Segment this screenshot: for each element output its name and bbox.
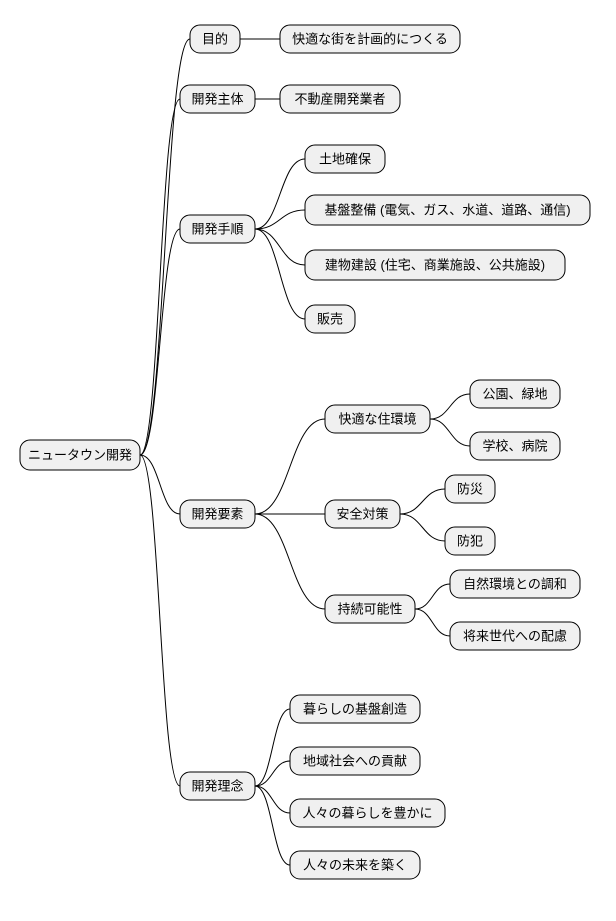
node-phil_1: 暮らしの基盤創造: [290, 695, 420, 723]
node-label: 公園、緑地: [482, 387, 547, 402]
node-label: 開発要素: [191, 507, 243, 522]
node-label: 自然環境との調和: [463, 577, 567, 592]
node-label: 快適な住環境: [338, 412, 416, 427]
node-label: ニュータウン開発: [28, 448, 132, 463]
node-label: 持続可能性: [337, 602, 402, 617]
node-label: 学校、病院: [482, 439, 547, 454]
node-root: ニュータウン開発: [20, 440, 140, 470]
node-label: 目的: [202, 32, 228, 47]
mindmap-diagram: ニュータウン開発 目的 快適な街を計画的につくる開発主体 不動産開発業者開発手順 土地確…: [0, 0, 616, 921]
node-label: 販売: [317, 312, 343, 327]
node-elem_env: 快適な住環境: [325, 405, 430, 433]
edge: [140, 455, 180, 514]
node-elem_safe: 安全対策: [325, 500, 400, 528]
node-label: 開発主体: [191, 92, 243, 107]
node-label: 土地確保: [319, 152, 371, 167]
node-philosophy: 開発理念: [180, 772, 255, 800]
edge: [400, 514, 445, 541]
node-elem_sus: 持続可能性: [325, 595, 415, 623]
edge: [430, 419, 470, 446]
node-env_2: 学校、病院: [470, 432, 560, 460]
edge: [255, 786, 290, 813]
node-label: 基盤整備 (電気、ガス、水道、道路、通信): [324, 203, 570, 218]
node-safe_2: 防犯: [445, 527, 495, 555]
node-env_1: 公園、緑地: [470, 380, 560, 408]
node-purpose: 目的: [190, 25, 240, 53]
edge: [140, 455, 180, 786]
edge: [415, 584, 450, 609]
node-label: 建物建設 (住宅、商業施設、公共施設): [325, 258, 545, 273]
edge: [140, 99, 180, 455]
edge: [430, 394, 470, 419]
node-label: 防災: [457, 482, 483, 497]
node-developer: 開発主体: [180, 85, 255, 113]
node-label: 不動産開発業者: [294, 92, 385, 107]
node-label: 将来世代への配慮: [463, 629, 567, 644]
node-sus_1: 自然環境との調和: [450, 570, 580, 598]
edge: [255, 786, 290, 865]
edge: [255, 514, 325, 609]
edge: [255, 709, 290, 786]
node-label: 開発手順: [191, 222, 243, 237]
edge: [415, 609, 450, 636]
edge: [140, 229, 180, 455]
node-label: 快適な街を計画的につくる: [292, 32, 448, 47]
node-label: 人々の未来を築く: [303, 858, 407, 873]
node-purpose_1: 快適な街を計画的につくる: [280, 25, 460, 53]
edge: [400, 489, 445, 514]
node-phil_4: 人々の未来を築く: [290, 851, 420, 879]
node-label: 地域社会への貢献: [303, 754, 407, 769]
edge: [255, 419, 325, 514]
node-label: 暮らしの基盤創造: [303, 702, 407, 717]
edge: [255, 229, 305, 265]
node-proc_2: 基盤整備 (電気、ガス、水道、道路、通信): [305, 195, 590, 225]
node-proc_1: 土地確保: [305, 145, 385, 173]
edge: [255, 159, 305, 229]
node-proc_4: 販売: [305, 305, 355, 333]
node-developer_1: 不動産開発業者: [280, 85, 400, 113]
node-proc_3: 建物建設 (住宅、商業施設、公共施設): [305, 250, 565, 280]
node-label: 安全対策: [336, 507, 388, 522]
edge: [255, 229, 305, 319]
node-elements: 開発要素: [180, 500, 255, 528]
node-procedure: 開発手順: [180, 215, 255, 243]
node-safe_1: 防災: [445, 475, 495, 503]
edge: [255, 761, 290, 786]
node-label: 防犯: [457, 534, 483, 549]
node-phil_2: 地域社会への貢献: [290, 747, 420, 775]
node-phil_3: 人々の暮らしを豊かに: [290, 799, 445, 827]
node-label: 開発理念: [191, 779, 243, 794]
node-sus_2: 将来世代への配慮: [450, 622, 580, 650]
node-label: 人々の暮らしを豊かに: [302, 806, 432, 821]
